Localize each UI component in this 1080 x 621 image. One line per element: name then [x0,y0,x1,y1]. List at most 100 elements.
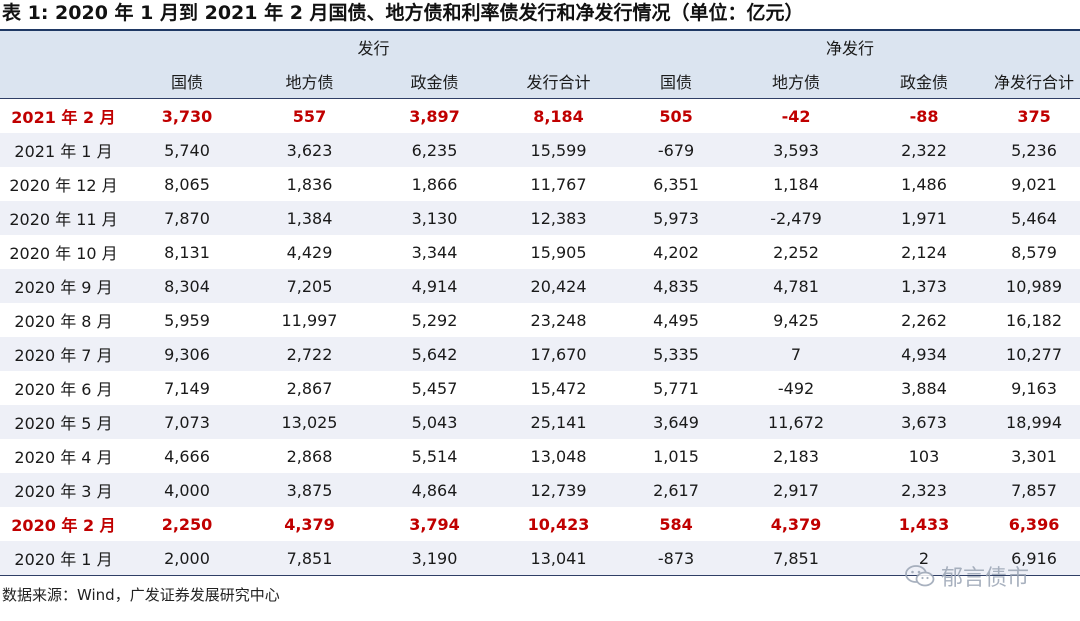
table-cell: 23,248 [497,303,621,337]
table-cell: 2,722 [247,337,372,371]
table-cell: 8,304 [127,269,247,303]
table-cell: 3,673 [860,405,989,439]
table-cell: -2,479 [732,201,861,235]
row-month: 2020 年 11 月 [0,201,127,235]
table-cell: 1,184 [732,167,861,201]
col-header: 发行合计 [497,63,621,99]
table-cell: 4,781 [732,269,861,303]
table-cell: 1,486 [860,167,989,201]
table-cell: 3,730 [127,98,247,133]
watermark: 郁言债市 [905,559,1029,593]
table-cell: 13,025 [247,405,372,439]
row-month: 2020 年 12 月 [0,167,127,201]
table-cell: 5,292 [372,303,497,337]
table-cell: 7,851 [732,541,861,576]
table-cell: 9,021 [988,167,1080,201]
header-net-group: 净发行 [620,31,1080,63]
table-cell: 11,767 [497,167,621,201]
table-row: 2020 年 7 月 9,306 2,722 5,642 17,670 5,335 7 4,9… [0,337,1080,371]
table-cell: 4,666 [127,439,247,473]
table-row: 2021 年 1 月 5,740 3,623 6,235 15,599 -679 3,593… [0,133,1080,167]
table-cell: -492 [732,371,861,405]
bond-issuance-table: 发行 净发行 国债 地方债 政金债 发行合计 国债 地方债 政金债 净发行合计 … [0,31,1080,576]
table-cell: 15,599 [497,133,621,167]
table-cell: 9,306 [127,337,247,371]
table-cell: 5,973 [620,201,733,235]
table-cell: 11,997 [247,303,372,337]
table-cell: 2,867 [247,371,372,405]
table-cell: 5,236 [988,133,1080,167]
col-header: 政金债 [372,63,497,99]
table-cell: 3,794 [372,507,497,541]
table-cell: 2,262 [860,303,989,337]
table-cell: 2,322 [860,133,989,167]
table-row: 2020 年 5 月 7,073 13,025 5,043 25,141 3,649 11,… [0,405,1080,439]
table-cell: 3,897 [372,98,497,133]
row-month: 2020 年 5 月 [0,405,127,439]
table-row: 2021 年 2 月 3,730 557 3,897 8,184 505 -42 -88 375 [0,98,1080,133]
table-cell: 2,183 [732,439,861,473]
table-cell: 6,235 [372,133,497,167]
row-month: 2020 年 3 月 [0,473,127,507]
table-cell: 1,836 [247,167,372,201]
table-cell: 7 [732,337,861,371]
table-cell: -679 [620,133,733,167]
table-cell: 7,149 [127,371,247,405]
table-cell: 11,672 [732,405,861,439]
table-cell: 9,163 [988,371,1080,405]
row-month: 2020 年 1 月 [0,541,127,576]
table-cell: 5,771 [620,371,733,405]
table-body: 2021 年 2 月 3,730 557 3,897 8,184 505 -42 -88 375… [0,98,1080,576]
table-row: 2020 年 9 月 8,304 7,205 4,914 20,424 4,835 4,78… [0,269,1080,303]
header-empty [0,31,127,63]
col-header: 国债 [620,63,733,99]
table-cell: 15,472 [497,371,621,405]
table-cell: 13,048 [497,439,621,473]
table-cell: 2,868 [247,439,372,473]
table-row: 2020 年 12 月 8,065 1,836 1,866 11,767 6,351 1,1… [0,167,1080,201]
table-row: 2020 年 10 月 8,131 4,429 3,344 15,905 4,202 2,2… [0,235,1080,269]
header-columns-row: 国债 地方债 政金债 发行合计 国债 地方债 政金债 净发行合计 [0,63,1080,99]
col-header: 地方债 [247,63,372,99]
table-row: 2020 年 2 月 2,250 4,379 3,794 10,423 584 4,379 1… [0,507,1080,541]
table-cell: -88 [860,98,989,133]
table-title: 表 1: 2020 年 1 月到 2021 年 2 月国债、地方债和利率债发行和… [2,2,804,24]
table-cell: 4,379 [732,507,861,541]
row-month: 2021 年 1 月 [0,133,127,167]
table-cell: 3,344 [372,235,497,269]
table-cell: 4,495 [620,303,733,337]
row-month: 2020 年 8 月 [0,303,127,337]
table-cell: 7,870 [127,201,247,235]
row-month: 2021 年 2 月 [0,98,127,133]
header-month [0,63,127,99]
row-month: 2020 年 2 月 [0,507,127,541]
table-cell: 8,131 [127,235,247,269]
table-cell: 2,252 [732,235,861,269]
table-cell: 1,971 [860,201,989,235]
table-cell: 375 [988,98,1080,133]
table-cell: 4,000 [127,473,247,507]
table-cell: 2,000 [127,541,247,576]
table-cell: 10,277 [988,337,1080,371]
table-cell: 15,905 [497,235,621,269]
table-cell: 3,884 [860,371,989,405]
table-cell: 5,514 [372,439,497,473]
table-cell: 1,433 [860,507,989,541]
table-cell: 505 [620,98,733,133]
table-cell: 4,429 [247,235,372,269]
table-cell: 8,579 [988,235,1080,269]
header-group-row: 发行 净发行 [0,31,1080,63]
table-cell: 9,425 [732,303,861,337]
table-cell: 2,917 [732,473,861,507]
table-cell: 8,065 [127,167,247,201]
table-cell: 3,623 [247,133,372,167]
table-cell: 5,043 [372,405,497,439]
table-cell: 1,015 [620,439,733,473]
table-cell: 6,351 [620,167,733,201]
table-cell: 5,457 [372,371,497,405]
table-row: 2020 年 11 月 7,870 1,384 3,130 12,383 5,973 -2,… [0,201,1080,235]
table-row: 2020 年 3 月 4,000 3,875 4,864 12,739 2,617 2,91… [0,473,1080,507]
table-cell: 4,864 [372,473,497,507]
table-cell: 2,124 [860,235,989,269]
table-cell: 4,914 [372,269,497,303]
